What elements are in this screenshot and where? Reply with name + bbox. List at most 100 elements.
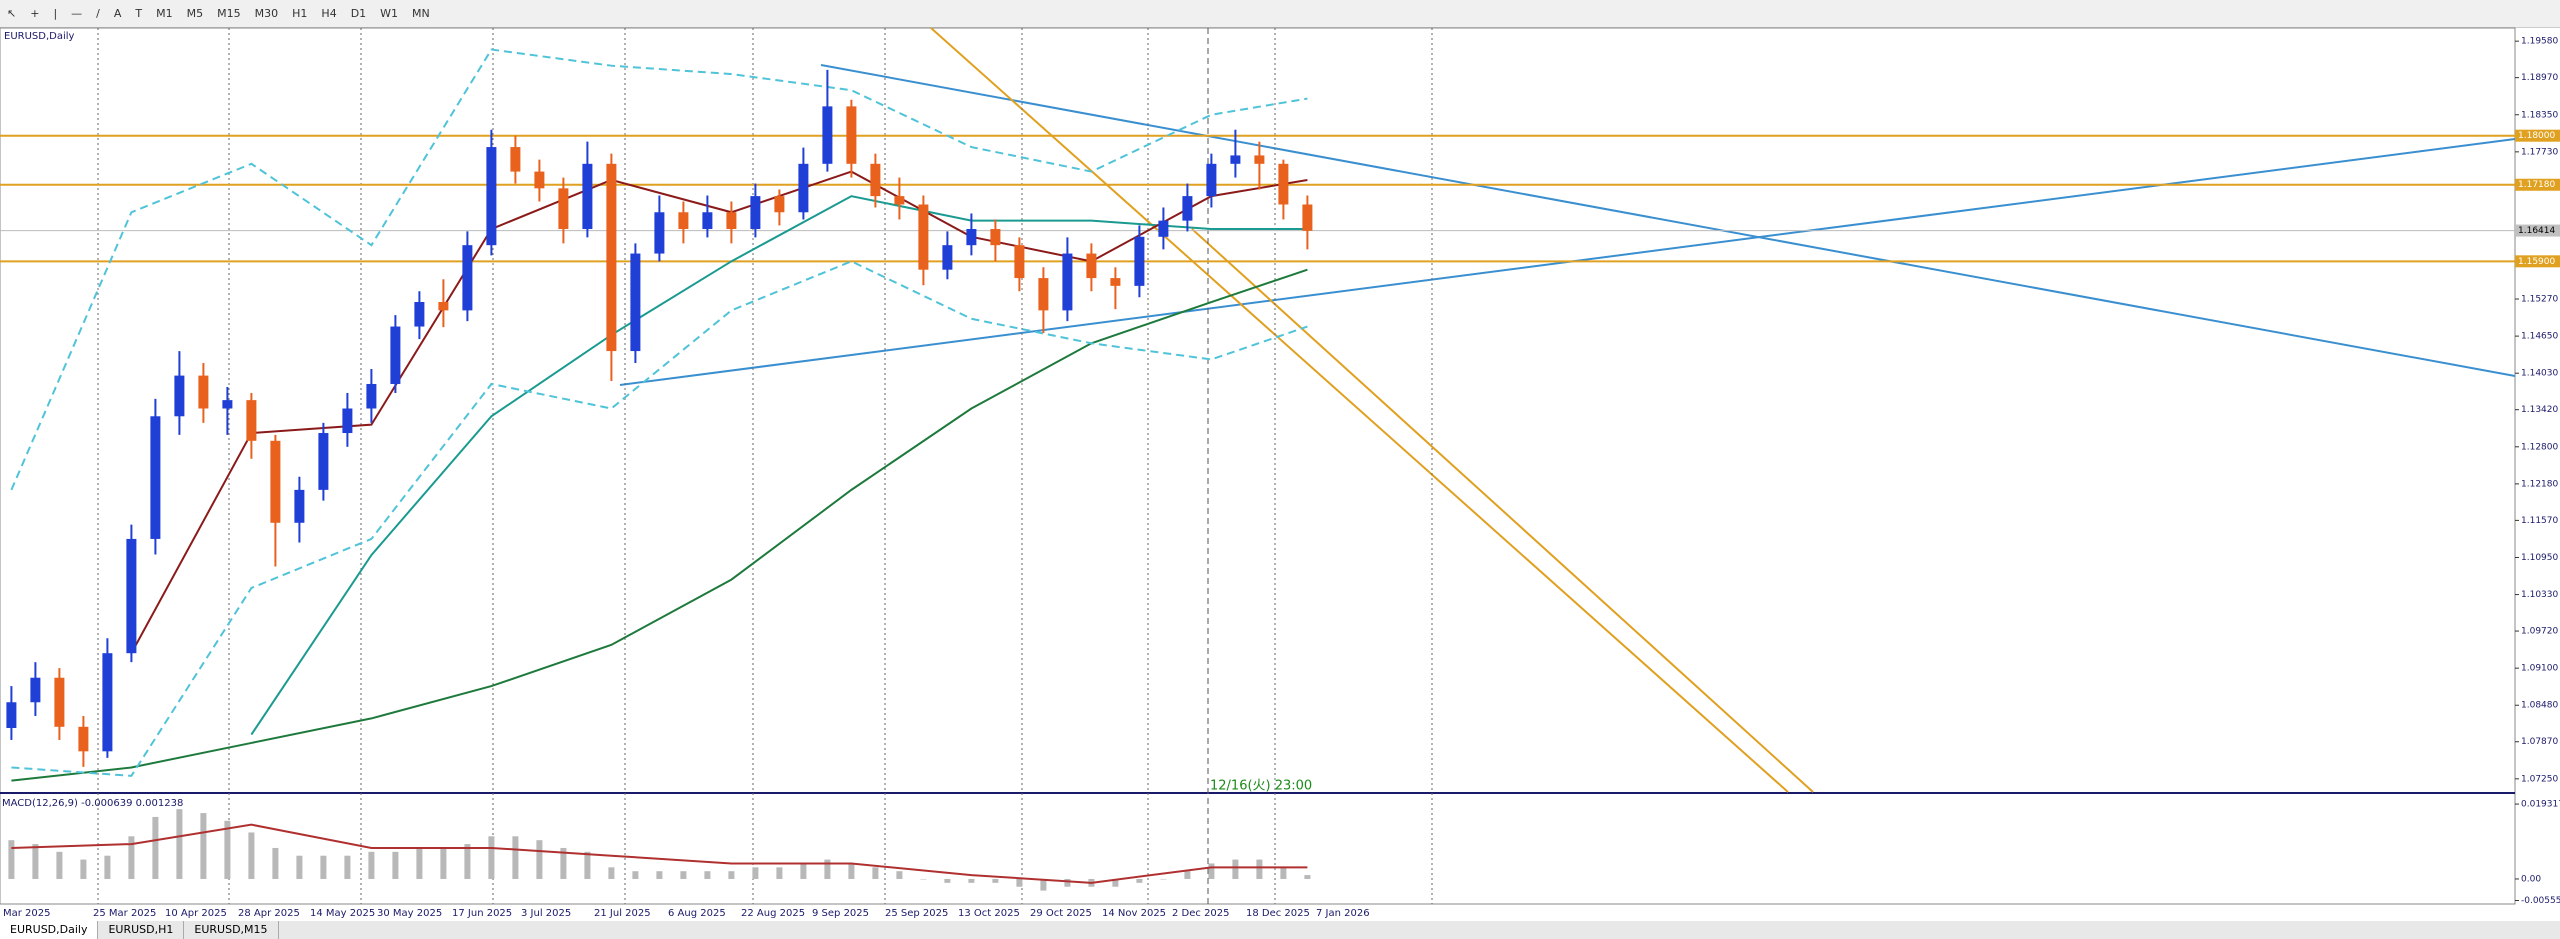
macd-bar [704,871,711,879]
macd-bar [848,863,855,879]
candle-body [1302,204,1313,231]
timeframe-button[interactable]: H4 [321,7,337,20]
y-tick-label: 1.11570 [2521,516,2558,526]
macd-bar [392,851,399,879]
candle-body [654,212,665,254]
y-tick-label: 1.07250 [2521,774,2558,784]
y-tick-label: 1.19580 [2521,37,2558,47]
candle-body [678,212,689,230]
macd-bar [80,859,87,879]
macd-bar [464,844,471,879]
timeframe-button[interactable]: M15 [217,7,241,20]
macd-bar [1304,875,1311,879]
chart-tab[interactable]: EURUSD,M15 [184,921,279,939]
macd-bar [944,878,951,883]
moving-average [250,195,1308,736]
candle-body [1206,163,1217,197]
macd-bar [872,867,879,879]
macd-bar [1232,859,1239,879]
macd-bar [560,847,567,879]
x-tick-label: 18 Dec 2025 [1246,908,1310,919]
macd-bar [1016,878,1023,887]
candle-body [1158,220,1169,237]
candle-body [846,106,857,164]
macd-bar [104,855,111,879]
y-tick-label: 1.13420 [2521,405,2558,415]
macd-bar [776,867,783,879]
candle-body [1014,245,1025,279]
candle-body [462,245,473,311]
candle-body [966,229,977,246]
y-tick-label: 1.07870 [2521,737,2558,747]
macd-bar [608,867,615,879]
moving-average [11,260,1308,777]
macd-bar [176,809,183,879]
chart-frame [0,27,2516,905]
candle-body [222,400,233,409]
timeframe-button[interactable]: D1 [350,7,367,20]
label-tool[interactable]: T [135,7,143,20]
chart-tab[interactable]: EURUSD,H1 [98,921,185,939]
current-price-tag [2515,224,2560,237]
level-label: 1.18000 [2518,131,2555,141]
timeframe-button[interactable]: H1 [292,7,308,20]
hline-tool[interactable]: — [71,7,83,20]
timeframe-button[interactable]: MN [412,7,430,20]
candle-body [126,538,137,654]
candle-body [1134,236,1145,286]
candle-body [606,163,617,352]
candle-body [1110,278,1121,286]
y-tick-label: 1.15270 [2521,295,2558,305]
candle-body [558,188,569,230]
x-tick-label: 17 Jun 2025 [452,908,512,919]
candle-body [486,147,497,246]
y-tick-label: 1.12180 [2521,479,2558,489]
macd-bar [32,844,39,879]
crosshair-tool[interactable]: + [30,7,40,20]
timeframe-button[interactable]: M1 [156,7,173,20]
x-tick-label: 14 May 2025 [310,908,375,919]
macd-bar [1280,867,1287,879]
y-tick-label: 1.10330 [2521,590,2558,600]
y-tick-label: 1.14650 [2521,332,2558,342]
chart-tab[interactable]: EURUSD,Daily [0,921,99,939]
candle-body [294,489,305,523]
macd-label: MACD(12,26,9) -0.000639 0.001238 [2,798,183,809]
moving-average [11,268,1308,782]
candle-body [1086,253,1097,279]
crosshair-label: 12/16(火) 23:00 [1210,779,1312,794]
trend-tool[interactable]: / [96,7,100,20]
x-tick-label: 3 Jul 2025 [521,908,571,919]
x-tick-label: 28 Apr 2025 [238,908,300,919]
cursor-tool[interactable]: ↖ [7,7,17,20]
macd-bar [968,878,975,883]
level-tag [2515,129,2560,142]
candle-body [438,302,449,311]
macd-tick-label: 0.019317 [2521,800,2560,810]
macd-bar [680,871,687,879]
x-tick-label: 21 Jul 2025 [594,908,651,919]
candle-body [78,726,89,752]
level-tag [2515,178,2560,191]
macd-bar [1040,878,1047,891]
current-price-label: 1.16414 [2518,226,2555,236]
candle-body [918,204,929,270]
candle-body [198,375,209,409]
level-label: 1.15900 [2518,257,2555,267]
timeframe-button[interactable]: M5 [186,7,204,20]
timeframe-button[interactable]: M30 [254,7,279,20]
macd-bar [344,855,351,879]
y-tick-label: 1.17730 [2521,147,2558,157]
macd-bar [1112,878,1119,887]
candle-body [1182,196,1193,221]
level-label: 1.17180 [2518,180,2555,190]
timeframe-button[interactable]: W1 [380,7,399,20]
macd-bar [992,878,999,883]
text-tool[interactable]: A [113,7,122,20]
candle-body [534,171,545,189]
macd-tick-label: 0.00 [2521,874,2541,884]
vline-tool[interactable]: | [53,7,58,20]
x-tick-label: 13 Oct 2025 [958,908,1020,919]
timeframes: M1 M5 M15 M30 H1 H4 D1 W1 MN [149,7,437,20]
channel-line [930,27,1789,793]
